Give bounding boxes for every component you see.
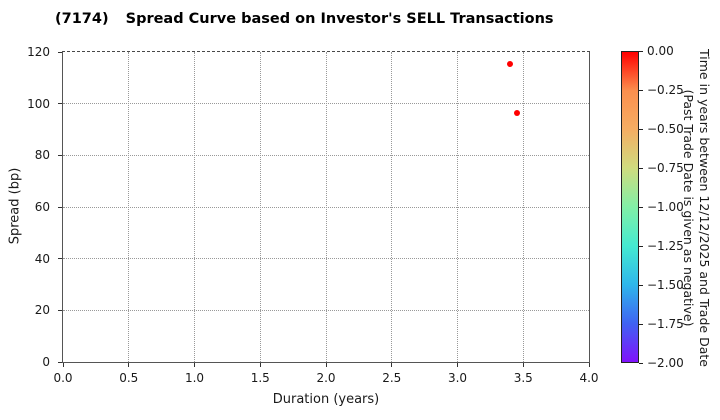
chart-title-text: Spread Curve based on Investor's SELL Tr…	[125, 11, 554, 27]
y-tick-20	[58, 309, 62, 311]
colorbar	[621, 51, 639, 363]
x-tick-label-1.5: 1.5	[250, 371, 270, 385]
y-tick-60	[58, 206, 62, 208]
y-tick-label-60: 60	[34, 200, 50, 214]
y-tick-40	[58, 258, 62, 260]
x-tick-label-2.5: 2.5	[382, 371, 402, 385]
colorbar-label: Time in years between 12/12/2025 and Tra…	[680, 36, 712, 380]
x-tick-3.5	[522, 363, 524, 367]
y-tick-120	[58, 51, 62, 53]
colorbar-tick-2	[639, 128, 643, 130]
y-tick-label-120: 120	[27, 45, 50, 59]
x-tick-label-3.5: 3.5	[513, 371, 533, 385]
colorbar-tick-0	[639, 50, 643, 52]
y-tick-80	[58, 154, 62, 156]
colorbar-tick-8	[639, 362, 643, 364]
x-tick-1	[194, 363, 195, 367]
gridline-y-100	[63, 103, 589, 105]
x-tick-3	[457, 363, 458, 367]
colorbar-tick-label-2: −0.50	[647, 122, 684, 136]
gridline-y-40	[63, 258, 589, 260]
x-tick-label-3: 3.0	[447, 371, 468, 385]
x-tick-label-0.5: 0.5	[119, 371, 139, 385]
chart-title: (7174) Spread Curve based on Investor's S…	[55, 11, 554, 27]
colorbar-tick-label-7: −1.75	[647, 317, 684, 331]
x-tick-1.5	[259, 363, 261, 367]
colorbar-tick-label-0: 0.00	[647, 44, 674, 58]
colorbar-tick-label-6: −1.50	[647, 278, 684, 292]
y-tick-label-100: 100	[27, 96, 50, 111]
y-tick-100	[58, 103, 62, 105]
colorbar-tick-6	[639, 284, 643, 286]
plot-area	[62, 51, 590, 363]
x-tick-label-1: 1.0	[184, 371, 205, 385]
x-tick-label-0: 0.0	[53, 371, 73, 385]
y-tick-label-80: 80	[34, 148, 50, 163]
x-tick-0	[62, 363, 64, 367]
colorbar-tick-1	[639, 89, 643, 91]
colorbar-tick-7	[639, 323, 643, 325]
gridline-y-80	[63, 154, 589, 156]
colorbar-tick-label-5: −1.25	[647, 239, 684, 253]
x-axis-label: Duration (years)	[272, 392, 380, 407]
colorbar-tick-label-1: −0.25	[647, 83, 684, 97]
y-tick-label-0: 0	[42, 355, 50, 369]
colorbar-tick-label-3: −0.75	[647, 161, 684, 175]
colorbar-tick-4	[639, 206, 643, 208]
x-tick-2	[325, 363, 327, 367]
colorbar-tick-label-8: −2.00	[647, 356, 684, 370]
x-tick-0.5	[128, 363, 130, 367]
y-tick-label-40: 40	[34, 251, 50, 266]
colorbar-tick-label-4: −1.00	[647, 200, 684, 214]
scatter-point-2	[513, 109, 520, 116]
gridline-y-60	[63, 206, 589, 208]
x-tick-4	[588, 363, 590, 367]
x-tick-label-2: 2.0	[316, 371, 336, 385]
gridline-y-20	[63, 309, 589, 311]
colorbar-tick-5	[639, 245, 643, 247]
colorbar-label-line1: Time in years between 12/12/2025 and Tra…	[697, 49, 712, 367]
x-tick-2.5	[391, 363, 393, 367]
y-tick-label-20: 20	[34, 303, 50, 318]
colorbar-tick-3	[639, 167, 643, 169]
ticker-code: (7174)	[55, 11, 109, 27]
x-tick-label-4: 4.0	[579, 371, 599, 385]
scatter-point-1	[507, 60, 514, 67]
y-tick-0	[58, 361, 62, 363]
